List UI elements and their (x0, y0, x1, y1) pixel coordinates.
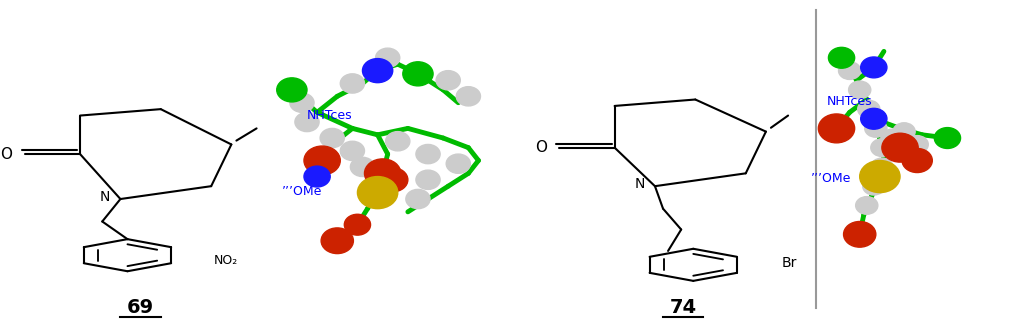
Text: N: N (634, 177, 645, 191)
Ellipse shape (403, 62, 434, 86)
Ellipse shape (844, 221, 876, 247)
Ellipse shape (865, 120, 887, 137)
Ellipse shape (340, 141, 365, 160)
Ellipse shape (277, 78, 307, 102)
Ellipse shape (340, 74, 365, 93)
Ellipse shape (304, 166, 330, 187)
Text: Br: Br (782, 256, 797, 270)
Ellipse shape (849, 81, 871, 99)
Ellipse shape (363, 58, 393, 83)
Text: O: O (535, 140, 547, 154)
Ellipse shape (881, 129, 903, 147)
Ellipse shape (819, 114, 855, 143)
Ellipse shape (365, 159, 401, 188)
Ellipse shape (456, 87, 480, 106)
Ellipse shape (416, 144, 440, 164)
Ellipse shape (902, 148, 932, 173)
Ellipse shape (321, 228, 354, 254)
Ellipse shape (378, 168, 408, 192)
Ellipse shape (893, 123, 915, 141)
Ellipse shape (829, 48, 855, 68)
Ellipse shape (295, 112, 319, 132)
Ellipse shape (386, 132, 410, 151)
Ellipse shape (376, 48, 400, 67)
Text: ’’’OMe: ’’’OMe (282, 186, 322, 198)
Ellipse shape (416, 170, 440, 189)
Ellipse shape (406, 189, 431, 209)
Ellipse shape (863, 178, 885, 195)
Ellipse shape (304, 146, 340, 175)
Ellipse shape (344, 214, 371, 235)
Ellipse shape (290, 93, 314, 112)
Text: NO₂: NO₂ (214, 254, 238, 266)
Ellipse shape (861, 108, 887, 129)
Ellipse shape (882, 133, 918, 162)
Ellipse shape (871, 158, 893, 176)
Ellipse shape (871, 139, 893, 156)
Text: NHTces: NHTces (827, 95, 872, 108)
Ellipse shape (358, 177, 398, 209)
Ellipse shape (320, 128, 344, 148)
Text: 74: 74 (670, 298, 697, 317)
Text: NHTces: NHTces (307, 109, 353, 122)
Ellipse shape (858, 100, 880, 118)
Ellipse shape (906, 135, 928, 153)
Ellipse shape (856, 196, 878, 214)
Text: N: N (100, 190, 110, 204)
Text: 69: 69 (127, 298, 154, 317)
Ellipse shape (437, 71, 460, 90)
Ellipse shape (350, 157, 375, 177)
Ellipse shape (861, 57, 887, 78)
Ellipse shape (860, 160, 900, 193)
Ellipse shape (839, 62, 861, 79)
Text: O: O (0, 147, 12, 161)
Ellipse shape (934, 128, 960, 149)
Ellipse shape (446, 154, 470, 173)
Text: ’’’OMe: ’’’OMe (811, 172, 852, 185)
